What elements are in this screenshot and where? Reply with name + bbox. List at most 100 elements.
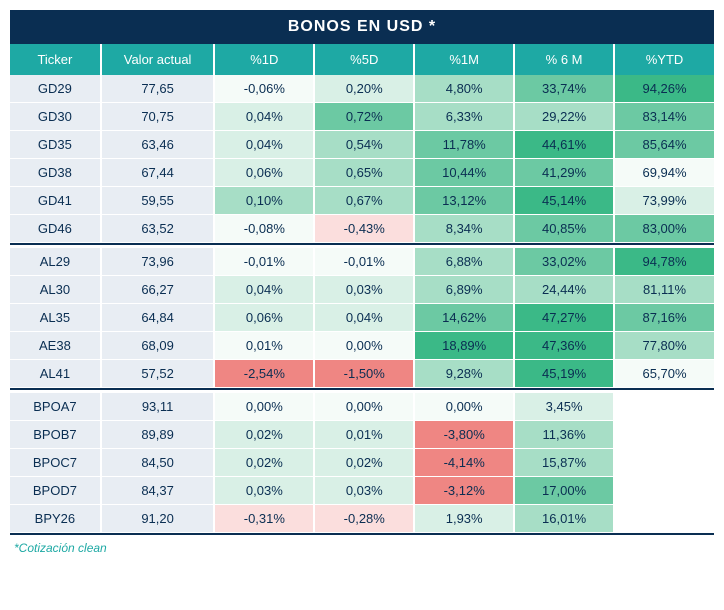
pct-cell: 13,12% — [414, 187, 514, 215]
pct-cell: 4,80% — [414, 75, 514, 103]
pct-cell: -0,28% — [314, 505, 414, 533]
valor-cell: 66,27 — [101, 276, 215, 304]
valor-cell: 57,52 — [101, 360, 215, 388]
pct-cell: 87,16% — [614, 304, 714, 332]
ticker-cell: AL29 — [10, 248, 101, 276]
ticker-cell: GD38 — [10, 159, 101, 187]
table-row: AL3564,840,06%0,04%14,62%47,27%87,16% — [10, 304, 714, 332]
pct-cell: 18,89% — [414, 332, 514, 360]
valor-cell: 64,84 — [101, 304, 215, 332]
ticker-cell: AL41 — [10, 360, 101, 388]
pct-cell: 65,70% — [614, 360, 714, 388]
pct-cell: 3,45% — [514, 393, 614, 421]
table-row: GD3070,750,04%0,72%6,33%29,22%83,14% — [10, 103, 714, 131]
ticker-cell: GD35 — [10, 131, 101, 159]
col-1m: %1M — [414, 44, 514, 75]
table-row: GD4663,52-0,08%-0,43%8,34%40,85%83,00% — [10, 215, 714, 243]
pct-cell: 6,89% — [414, 276, 514, 304]
pct-cell: 40,85% — [514, 215, 614, 243]
pct-cell: -0,01% — [314, 248, 414, 276]
ticker-cell: GD30 — [10, 103, 101, 131]
valor-cell: 89,89 — [101, 421, 215, 449]
pct-cell: 0,04% — [314, 304, 414, 332]
pct-cell: -3,12% — [414, 477, 514, 505]
valor-cell: 63,46 — [101, 131, 215, 159]
pct-cell: -1,50% — [314, 360, 414, 388]
valor-cell: 63,52 — [101, 215, 215, 243]
pct-cell: 0,03% — [314, 276, 414, 304]
valor-cell: 68,09 — [101, 332, 215, 360]
valor-cell: 67,44 — [101, 159, 215, 187]
pct-cell: -4,14% — [414, 449, 514, 477]
ticker-cell: BPOB7 — [10, 421, 101, 449]
pct-cell: 0,03% — [214, 477, 314, 505]
pct-cell: 47,27% — [514, 304, 614, 332]
pct-cell: 41,29% — [514, 159, 614, 187]
table-row: BPOA793,110,00%0,00%0,00%3,45% — [10, 393, 714, 421]
table-row: AL3066,270,04%0,03%6,89%24,44%81,11% — [10, 276, 714, 304]
pct-cell: 11,78% — [414, 131, 514, 159]
ticker-cell: GD46 — [10, 215, 101, 243]
table-row: GD3563,460,04%0,54%11,78%44,61%85,64% — [10, 131, 714, 159]
pct-cell: 11,36% — [514, 421, 614, 449]
pct-cell: 0,01% — [214, 332, 314, 360]
ticker-cell: BPOC7 — [10, 449, 101, 477]
pct-cell: 1,93% — [414, 505, 514, 533]
pct-cell: 73,99% — [614, 187, 714, 215]
pct-cell — [614, 505, 714, 533]
pct-cell: 0,00% — [314, 332, 414, 360]
col-valor: Valor actual — [101, 44, 215, 75]
pct-cell: 0,02% — [214, 421, 314, 449]
pct-cell: 0,00% — [214, 393, 314, 421]
table-row: BPOC784,500,02%0,02%-4,14%15,87% — [10, 449, 714, 477]
valor-cell: 59,55 — [101, 187, 215, 215]
pct-cell: 44,61% — [514, 131, 614, 159]
pct-cell: 0,02% — [314, 449, 414, 477]
pct-cell: -0,43% — [314, 215, 414, 243]
ticker-cell: AL30 — [10, 276, 101, 304]
pct-cell: -0,31% — [214, 505, 314, 533]
pct-cell — [614, 477, 714, 505]
table-row: BPOB789,890,02%0,01%-3,80%11,36% — [10, 421, 714, 449]
pct-cell: 0,00% — [314, 393, 414, 421]
valor-cell: 93,11 — [101, 393, 215, 421]
col-ticker: Ticker — [10, 44, 101, 75]
table-row: AE3868,090,01%0,00%18,89%47,36%77,80% — [10, 332, 714, 360]
ticker-cell: BPOD7 — [10, 477, 101, 505]
group-separator — [10, 533, 714, 535]
pct-cell — [614, 421, 714, 449]
pct-cell: 0,06% — [214, 304, 314, 332]
valor-cell: 77,65 — [101, 75, 215, 103]
ticker-cell: AE38 — [10, 332, 101, 360]
pct-cell — [614, 449, 714, 477]
pct-cell: 16,01% — [514, 505, 614, 533]
ticker-cell: AL35 — [10, 304, 101, 332]
valor-cell: 84,37 — [101, 477, 215, 505]
table-title: BONOS EN USD * — [10, 10, 714, 44]
pct-cell: 0,54% — [314, 131, 414, 159]
pct-cell: -0,01% — [214, 248, 314, 276]
ticker-cell: GD41 — [10, 187, 101, 215]
pct-cell: 6,33% — [414, 103, 514, 131]
pct-cell: 9,28% — [414, 360, 514, 388]
pct-cell: 77,80% — [614, 332, 714, 360]
valor-cell: 84,50 — [101, 449, 215, 477]
pct-cell: 81,11% — [614, 276, 714, 304]
pct-cell: 33,02% — [514, 248, 614, 276]
ticker-cell: BPY26 — [10, 505, 101, 533]
pct-cell: 0,04% — [214, 276, 314, 304]
valor-cell: 73,96 — [101, 248, 215, 276]
footnote: *Cotización clean — [10, 535, 714, 555]
pct-cell: 8,34% — [414, 215, 514, 243]
col-ytd: %YTD — [614, 44, 714, 75]
pct-cell: 6,88% — [414, 248, 514, 276]
col-1d: %1D — [214, 44, 314, 75]
table-row: AL4157,52-2,54%-1,50%9,28%45,19%65,70% — [10, 360, 714, 388]
pct-cell: 45,14% — [514, 187, 614, 215]
table-row: GD4159,550,10%0,67%13,12%45,14%73,99% — [10, 187, 714, 215]
pct-cell: 94,26% — [614, 75, 714, 103]
bonds-table: BONOS EN USD * Ticker Valor actual %1D %… — [10, 10, 714, 535]
valor-cell: 91,20 — [101, 505, 215, 533]
pct-cell — [614, 393, 714, 421]
pct-cell: 0,65% — [314, 159, 414, 187]
